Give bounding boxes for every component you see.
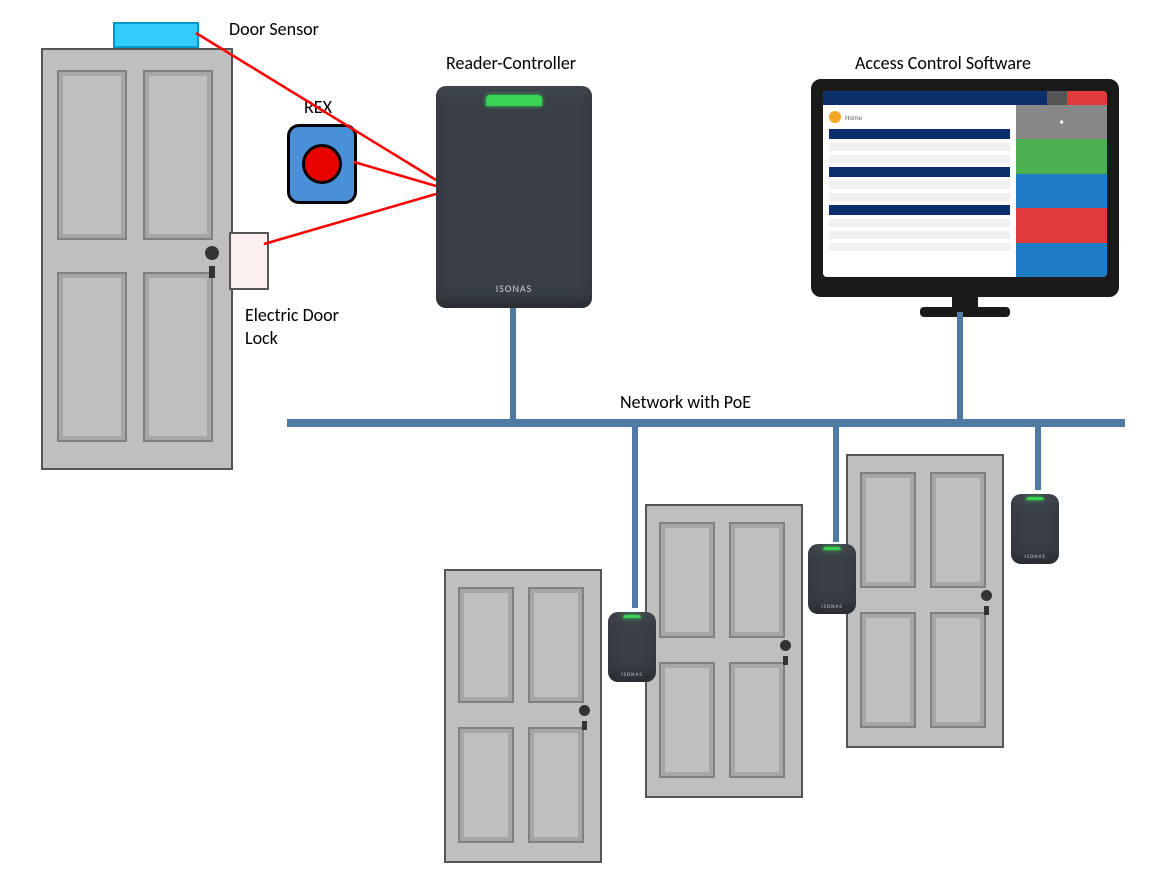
small-reader-1: ISONAS <box>608 612 656 682</box>
network-drop-door-3 <box>1035 423 1041 490</box>
network-drop-monitor <box>957 312 963 419</box>
network-drop-reader <box>510 308 516 419</box>
access-control-software-screen: Home ■ <box>823 91 1107 277</box>
reader-controller-main: ISONAS <box>436 86 592 308</box>
reader-led-icon <box>486 95 542 106</box>
monitor: Home ■ <box>811 79 1119 297</box>
network-drop-door-1 <box>632 423 638 608</box>
small-reader-3: ISONAS <box>1011 494 1059 564</box>
small-door-2 <box>645 504 803 798</box>
network-drop-door-2 <box>833 423 839 542</box>
network-bar <box>287 419 1125 427</box>
small-reader-2: ISONAS <box>808 544 856 614</box>
small-door-1 <box>444 569 602 863</box>
small-door-3 <box>846 454 1004 748</box>
reader-brand: ISONAS <box>436 282 592 295</box>
